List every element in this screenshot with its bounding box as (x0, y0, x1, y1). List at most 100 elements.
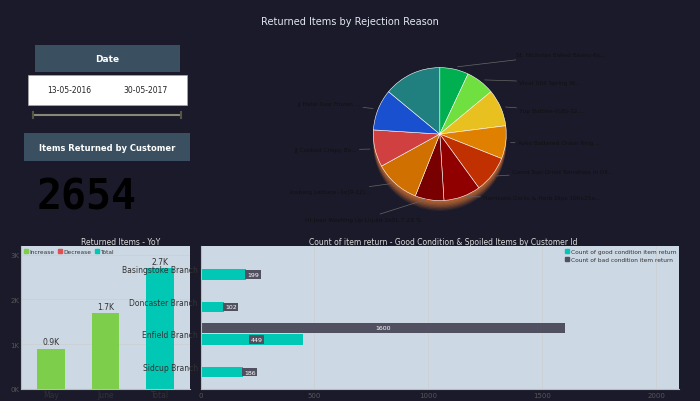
Text: Returned Items by Rejection Reason: Returned Items by Rejection Reason (261, 17, 439, 27)
Wedge shape (440, 112, 506, 140)
Text: 2654: 2654 (36, 176, 136, 218)
Wedge shape (440, 91, 500, 142)
Wedge shape (440, 145, 506, 196)
Bar (201, 323, 565, 333)
Bar (146, 268, 174, 389)
Wedge shape (440, 89, 500, 140)
Wedge shape (440, 73, 482, 139)
FancyBboxPatch shape (25, 134, 190, 162)
Bar (201, 269, 246, 280)
Wedge shape (440, 144, 506, 195)
Text: 1600: 1600 (375, 326, 391, 330)
Wedge shape (440, 140, 482, 206)
Text: 0.9K: 0.9K (43, 338, 60, 346)
Wedge shape (373, 100, 440, 139)
Wedge shape (378, 139, 440, 197)
Wedge shape (415, 70, 448, 136)
Text: Count of item return - Good Condition & Spoiled Items by Customer Id: Count of item return - Good Condition & … (309, 237, 578, 246)
Wedge shape (386, 82, 440, 144)
Wedge shape (378, 137, 440, 195)
Wedge shape (373, 136, 440, 164)
Text: Avko Battered Onion Ring...: Avko Battered Onion Ring... (510, 141, 598, 146)
Wedge shape (389, 69, 440, 135)
Text: Vivat Still Spring W...: Vivat Still Spring W... (484, 80, 580, 85)
Wedge shape (373, 106, 440, 145)
Wedge shape (440, 135, 479, 201)
Text: 1.7K: 1.7K (97, 302, 114, 311)
Wedge shape (415, 79, 448, 145)
Wedge shape (440, 87, 500, 139)
Wedge shape (373, 131, 440, 167)
Text: Date: Date (95, 55, 119, 64)
Text: 199: 199 (247, 272, 259, 277)
FancyBboxPatch shape (35, 46, 180, 73)
Wedge shape (440, 142, 506, 194)
Wedge shape (408, 137, 444, 204)
Text: Goma Sun-Dried Tomatoes in Oil...: Goma Sun-Dried Tomatoes in Oil... (497, 170, 613, 176)
Text: St. Nicholas Baked Beans-6x...: St. Nicholas Baked Beans-6x... (458, 53, 606, 68)
Text: 2.7K: 2.7K (152, 257, 169, 266)
Wedge shape (373, 103, 440, 142)
Wedge shape (373, 134, 440, 163)
Wedge shape (386, 76, 440, 137)
Wedge shape (440, 94, 500, 145)
Bar (201, 302, 224, 312)
Bar (201, 367, 243, 377)
Wedge shape (440, 69, 468, 135)
Wedge shape (408, 139, 444, 205)
Wedge shape (386, 83, 440, 145)
Wedge shape (415, 71, 448, 137)
Wedge shape (408, 141, 444, 208)
Wedge shape (408, 140, 444, 206)
Wedge shape (373, 93, 440, 135)
Wedge shape (440, 86, 500, 137)
Wedge shape (386, 77, 440, 139)
Text: 30-05-2017: 30-05-2017 (123, 85, 167, 95)
Bar (92, 313, 119, 389)
Text: 13-05-2016: 13-05-2016 (48, 85, 92, 95)
Wedge shape (378, 141, 440, 199)
Text: JJ Halal Raw Frozen ...: JJ Halal Raw Frozen ... (297, 102, 373, 109)
Wedge shape (440, 117, 506, 145)
Wedge shape (440, 126, 506, 159)
Wedge shape (378, 144, 440, 202)
Wedge shape (440, 142, 482, 209)
Wedge shape (415, 72, 448, 139)
Wedge shape (440, 145, 482, 211)
Wedge shape (440, 114, 506, 142)
Wedge shape (415, 75, 448, 141)
Wedge shape (440, 77, 482, 142)
Wedge shape (378, 136, 440, 194)
Wedge shape (440, 109, 506, 137)
Wedge shape (440, 78, 482, 144)
Wedge shape (373, 102, 440, 141)
Wedge shape (373, 137, 440, 166)
Wedge shape (440, 137, 506, 188)
Wedge shape (440, 139, 482, 205)
Text: Items Returned by Customer: Items Returned by Customer (39, 143, 176, 152)
Wedge shape (440, 136, 506, 187)
Legend: Increase, Decrease, Total: Increase, Decrease, Total (24, 249, 114, 254)
Text: 102: 102 (225, 305, 237, 310)
Wedge shape (440, 85, 500, 136)
Wedge shape (440, 115, 506, 144)
Wedge shape (415, 135, 444, 201)
Wedge shape (440, 75, 482, 141)
Wedge shape (386, 81, 440, 142)
Wedge shape (440, 108, 506, 136)
Wedge shape (373, 133, 440, 162)
Wedge shape (440, 90, 500, 141)
Wedge shape (440, 136, 482, 202)
Wedge shape (440, 113, 506, 141)
Wedge shape (373, 132, 440, 160)
Wedge shape (440, 140, 506, 191)
Wedge shape (373, 141, 440, 170)
Wedge shape (440, 141, 482, 207)
Wedge shape (440, 110, 506, 139)
Wedge shape (386, 79, 440, 141)
Wedge shape (386, 78, 440, 140)
Wedge shape (440, 144, 482, 210)
Wedge shape (440, 137, 482, 203)
Wedge shape (408, 142, 444, 209)
Text: JJ Cooked Crispy Ba...: JJ Cooked Crispy Ba... (294, 148, 370, 153)
